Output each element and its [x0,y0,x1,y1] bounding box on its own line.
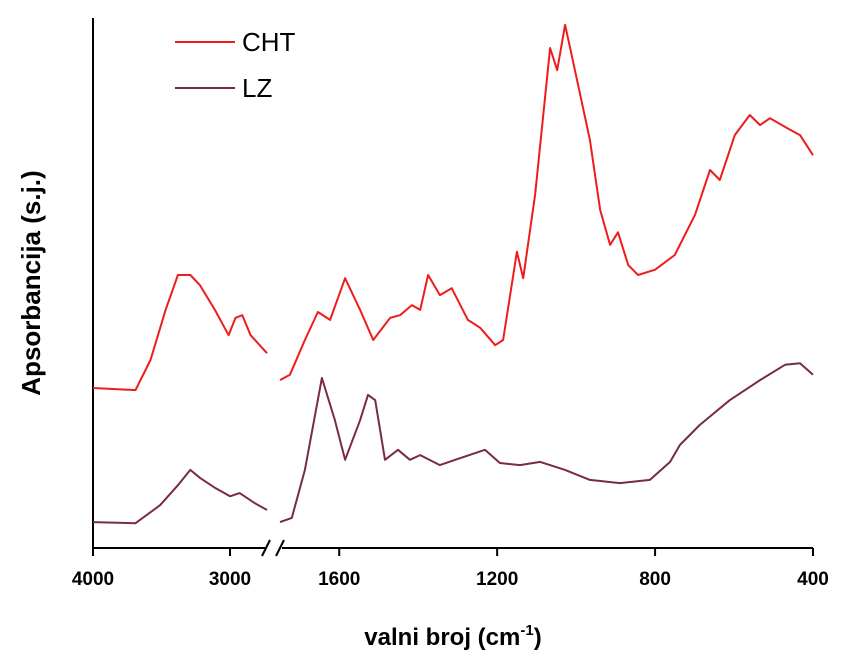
y-axis-label: Apsorbancija (s.j.) [16,170,46,395]
legend-label: CHT [242,27,296,57]
x-axis-label: valni broj (cm-1) [364,622,541,651]
spectrum-line [279,362,814,524]
x-axis-label-sup: -1 [520,622,533,639]
legend-label: LZ [242,73,272,103]
x-tick-label: 400 [797,569,829,590]
x-tick-label: 800 [639,569,671,590]
spectrum-line [92,274,268,392]
x-tick-label: 3000 [209,569,251,590]
x-tick-label: 1200 [476,569,518,590]
x-axis-label-text: valni broj (cm [364,624,520,651]
spectrum-line [92,468,268,525]
x-axis-label-suffix: ) [534,624,542,651]
x-tick-label: 4000 [72,569,114,590]
axis-break [275,539,285,557]
x-tick-label: 1600 [318,569,360,590]
spectrum-line [279,23,814,381]
axis-break [261,539,271,557]
